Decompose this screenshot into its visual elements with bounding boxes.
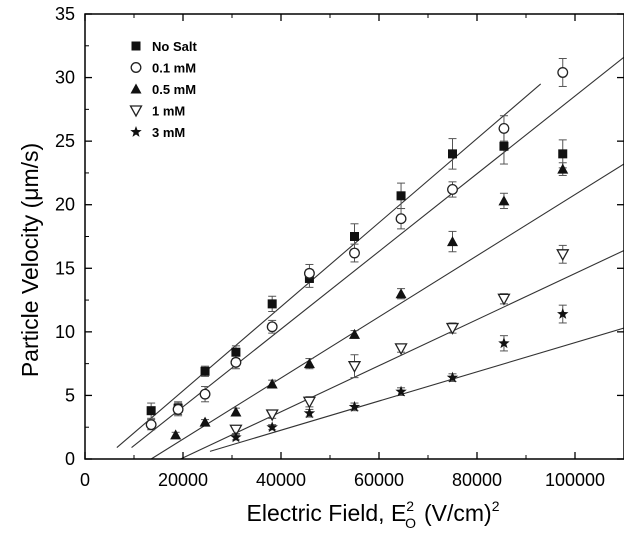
data-point [349, 247, 360, 259]
y-axis-title: Particle Velocity (μm/s) [17, 143, 43, 377]
y-tick-label: 25 [55, 131, 75, 151]
x-tick-label: 40000 [256, 470, 306, 490]
x-axis-title-unit: (V/cm) [424, 500, 492, 526]
data-point [145, 419, 157, 431]
data-point [499, 141, 509, 151]
fit-line [131, 56, 624, 448]
x-axis-title-main: Electric Field, E [247, 500, 407, 526]
fit-line [116, 83, 542, 448]
x-axis-title-unit-sup: 2 [492, 498, 500, 514]
data-point [229, 424, 243, 437]
y-tick-label: 30 [55, 68, 75, 88]
data-point [497, 293, 511, 306]
data-point [172, 403, 184, 415]
data-point [199, 416, 211, 427]
data-point [395, 213, 407, 225]
x-axis-title: Electric Field, E2 O (V/cm)2 [247, 498, 500, 531]
data-point [447, 236, 458, 247]
legend-label: No Salt [152, 39, 197, 54]
data-point [498, 195, 510, 206]
data-point [303, 267, 315, 279]
legend-label: 0.5 mM [152, 82, 196, 97]
data-point [266, 321, 278, 333]
data-point [347, 361, 362, 374]
data-point [498, 337, 510, 349]
data-point [447, 184, 458, 195]
data-point [266, 421, 278, 433]
data-point [230, 406, 242, 417]
data-point [230, 356, 242, 368]
legend-marker [130, 126, 142, 137]
data-point [395, 385, 407, 397]
data-point [230, 431, 242, 443]
x-tick-label: 0 [80, 470, 90, 490]
y-axis: 0 5 10 15 20 25 30 35 [55, 4, 624, 469]
data-point [303, 358, 315, 369]
y-tick-label: 35 [55, 4, 75, 24]
data-point [557, 308, 569, 319]
x-tick-label: 20000 [158, 470, 208, 490]
data-point [303, 407, 316, 419]
x-axis-title-sub: O [405, 515, 416, 531]
fit-line [180, 249, 624, 460]
data-point [394, 343, 408, 356]
legend-marker [130, 62, 142, 73]
data-point [199, 388, 211, 400]
legend-label: 3 mM [152, 125, 185, 140]
data-point [498, 122, 510, 134]
y-tick-label: 15 [55, 258, 75, 278]
data-point [349, 328, 360, 339]
legend-label: 0.1 mM [152, 61, 196, 76]
legend-marker [129, 105, 143, 118]
data-point [558, 149, 568, 159]
y-tick-label: 20 [55, 195, 75, 215]
fit-line [150, 163, 624, 460]
data-point [556, 249, 570, 262]
fit-line [209, 327, 624, 452]
data-point [231, 347, 241, 357]
fit-lines [116, 56, 624, 460]
y-tick-label: 5 [65, 385, 75, 405]
data-point [350, 232, 359, 241]
legend: No Salt 0.1 mM 0.5 mM 1 mM 3 mM [129, 39, 197, 140]
y-tick-label: 0 [65, 449, 75, 469]
data-point [445, 322, 460, 335]
data-point [348, 400, 361, 412]
data-point [170, 429, 182, 440]
y-tick-label: 10 [55, 322, 75, 342]
x-axis-title-sup: 2 [406, 498, 414, 514]
data-point [267, 299, 277, 309]
data-point [448, 149, 457, 159]
data-points [145, 67, 570, 443]
legend-marker [131, 41, 141, 51]
legend-marker [130, 83, 142, 94]
data-point [396, 191, 406, 201]
data-point [557, 163, 569, 174]
data-point [395, 288, 407, 299]
data-point [446, 371, 459, 383]
data-point [302, 396, 317, 409]
data-point [266, 378, 278, 389]
data-point [146, 406, 156, 416]
data-point [265, 409, 279, 422]
data-point [200, 366, 210, 376]
x-axis: 0 20000 40000 60000 80000 100000 [80, 14, 605, 490]
legend-label: 1 mM [152, 104, 185, 119]
data-point [557, 67, 569, 78]
x-tick-label: 80000 [452, 470, 502, 490]
x-tick-label: 60000 [354, 470, 404, 490]
x-tick-label: 100000 [545, 470, 605, 490]
